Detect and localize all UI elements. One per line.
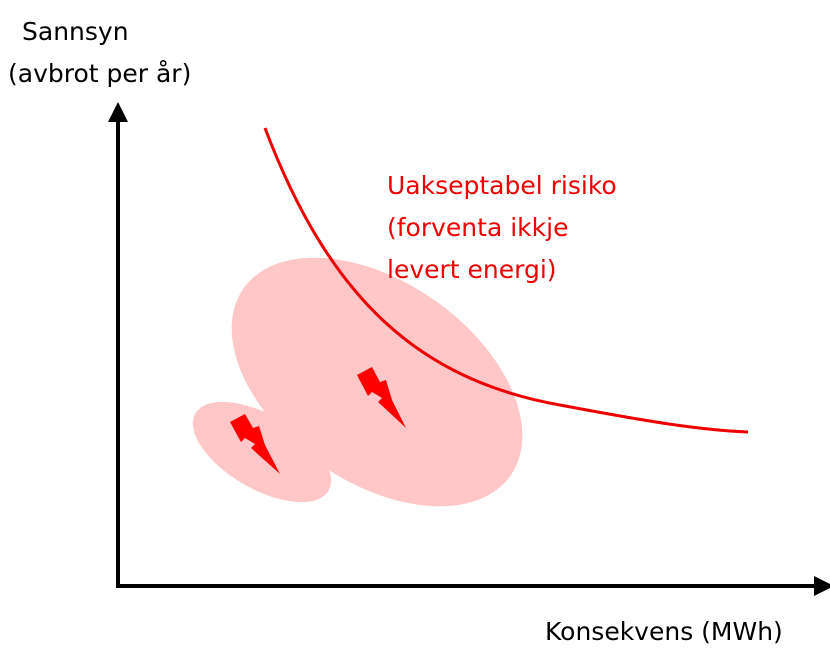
annotation: Uakseptabel risiko [387,171,617,200]
annotation: (forventa ikkje [387,213,568,242]
lightning-icon [230,414,280,474]
risk-curve [263,127,749,434]
y-axis-label: Sannsyn [22,17,129,46]
annotation: levert energi) [387,255,557,284]
lightning-icon [357,367,406,428]
y-axis-label: (avbrot per år) [8,59,191,88]
x-axis-label: Konsekvens (MWh) [545,617,783,646]
